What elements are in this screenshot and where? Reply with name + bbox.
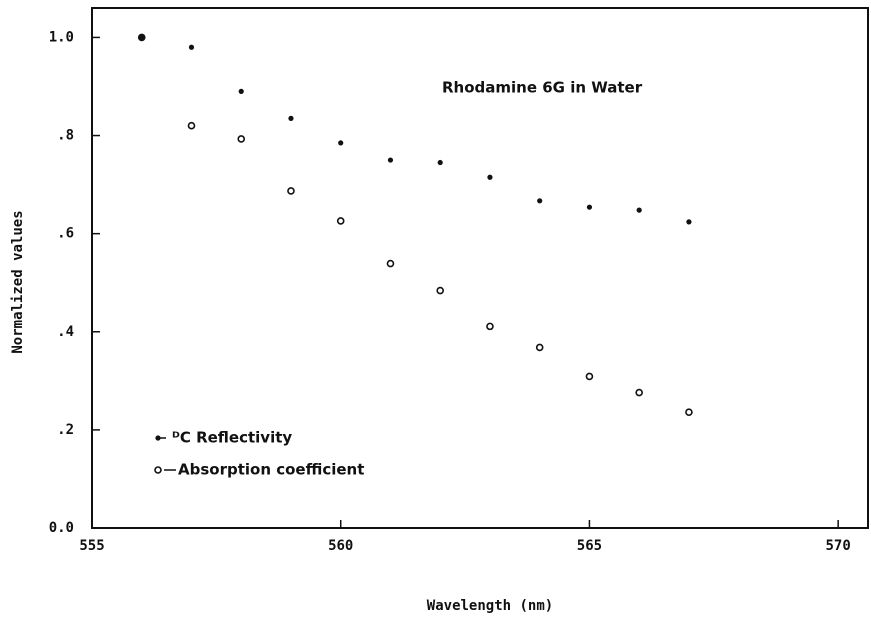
x-tick-label: 555 xyxy=(79,538,104,554)
y-tick-label: .8 xyxy=(57,128,74,144)
scatter-point xyxy=(685,408,693,417)
scatter-point xyxy=(137,33,146,42)
x-tick-label: 560 xyxy=(328,538,353,554)
scatter-point xyxy=(139,34,145,41)
scatter-point xyxy=(636,207,642,213)
y-tick-label: .2 xyxy=(57,422,74,438)
scatter-point xyxy=(686,219,692,225)
annotation: Rhodamine 6G in Water xyxy=(442,79,643,97)
y-tick-label: 0.0 xyxy=(49,520,74,536)
y-tick-label: .6 xyxy=(57,226,74,242)
scatter-point xyxy=(187,121,196,130)
legend-label: Absorption coefficient xyxy=(178,461,364,479)
y-axis-label: Normalized values xyxy=(10,210,26,353)
legend-marker xyxy=(154,466,162,474)
scatter-point xyxy=(635,388,643,397)
scatter-point xyxy=(436,286,445,295)
scatter-point xyxy=(487,174,493,180)
scatter-point xyxy=(486,322,494,331)
scatter-point xyxy=(535,343,544,352)
scatter-point xyxy=(288,115,294,121)
scatter-point xyxy=(387,157,394,163)
x-axis-label: Wavelength (nm) xyxy=(427,598,553,614)
scatter-point xyxy=(585,372,594,381)
scatter-point xyxy=(437,159,443,166)
legend-marker xyxy=(155,435,161,441)
legend-label: ᴰC Reflectivity xyxy=(172,429,292,447)
scatter-point xyxy=(537,198,543,204)
scatter-point xyxy=(336,217,345,225)
scatter-point xyxy=(287,187,295,195)
y-tick-label: .4 xyxy=(57,324,74,340)
scatter-point xyxy=(338,140,344,146)
scatter-point xyxy=(586,204,593,210)
scatter-point xyxy=(237,135,246,143)
scatter-point xyxy=(238,88,244,94)
y-tick-label: 1.0 xyxy=(49,29,74,45)
scatter-point xyxy=(188,44,195,50)
x-tick-label: 565 xyxy=(577,538,602,554)
plot-frame xyxy=(91,7,869,529)
x-tick-label: 570 xyxy=(826,538,851,554)
scatter-point xyxy=(386,259,395,268)
